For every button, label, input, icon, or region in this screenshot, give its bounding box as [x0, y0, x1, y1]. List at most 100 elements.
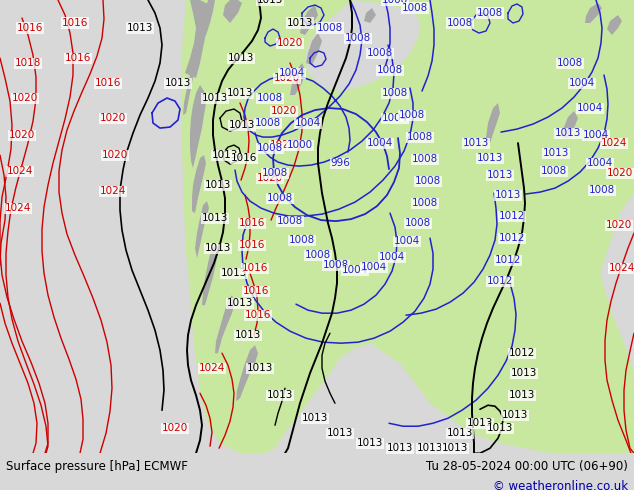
Text: 1020: 1020: [162, 423, 188, 433]
Text: 1024: 1024: [199, 363, 225, 373]
Polygon shape: [562, 111, 578, 138]
Text: 1013: 1013: [202, 93, 228, 103]
Text: 1008: 1008: [407, 132, 433, 142]
Text: 1004: 1004: [361, 262, 387, 272]
Text: 1024: 1024: [609, 263, 634, 273]
Text: 1008: 1008: [402, 3, 428, 13]
Text: 1008: 1008: [257, 93, 283, 103]
Text: 1013: 1013: [447, 428, 473, 438]
Text: 1000: 1000: [287, 140, 313, 150]
Text: 1008: 1008: [262, 168, 288, 178]
Text: 1013: 1013: [302, 413, 328, 423]
Polygon shape: [585, 3, 602, 23]
Text: 1004: 1004: [583, 130, 609, 140]
Text: 1013: 1013: [463, 138, 489, 148]
Polygon shape: [183, 71, 194, 115]
Text: 1004: 1004: [367, 138, 393, 148]
Polygon shape: [236, 345, 258, 401]
Text: 1013: 1013: [487, 423, 513, 433]
Text: 1013: 1013: [477, 153, 503, 163]
Text: 1013: 1013: [442, 443, 468, 453]
Polygon shape: [300, 5, 318, 35]
Text: 1008: 1008: [257, 143, 283, 153]
Text: 1013: 1013: [247, 363, 273, 373]
Text: 1004: 1004: [342, 265, 368, 275]
Text: 1020: 1020: [271, 106, 297, 116]
Text: 1008: 1008: [589, 185, 615, 195]
Polygon shape: [560, 0, 634, 453]
Text: 1013: 1013: [227, 298, 253, 308]
Text: 1008: 1008: [305, 250, 331, 260]
Text: 1020: 1020: [100, 113, 126, 123]
Text: 1008: 1008: [557, 58, 583, 68]
Text: 1008: 1008: [377, 65, 403, 75]
Text: 1008: 1008: [277, 216, 303, 226]
Text: 1020: 1020: [257, 173, 283, 183]
Text: 1013: 1013: [221, 268, 247, 278]
Text: 1016: 1016: [65, 53, 91, 63]
Text: 1004: 1004: [279, 68, 305, 78]
Text: 1008: 1008: [345, 33, 371, 43]
Text: 1004: 1004: [379, 252, 405, 262]
Text: 1008: 1008: [412, 154, 438, 164]
Text: 1013: 1013: [205, 243, 231, 253]
Text: 1013: 1013: [327, 428, 353, 438]
Polygon shape: [192, 155, 206, 213]
Text: 1004: 1004: [382, 113, 408, 123]
Text: 1013: 1013: [235, 330, 261, 340]
Text: 1004: 1004: [577, 103, 603, 113]
Text: 1008: 1008: [255, 118, 281, 128]
Polygon shape: [185, 0, 280, 13]
Text: 1013: 1013: [487, 170, 513, 180]
Text: 1008: 1008: [367, 48, 393, 58]
Text: 1013: 1013: [127, 23, 153, 33]
Polygon shape: [486, 103, 500, 143]
Text: 1020: 1020: [277, 38, 303, 48]
Text: 1024: 1024: [100, 186, 126, 196]
Text: 1013: 1013: [267, 390, 293, 400]
Text: 1012: 1012: [499, 211, 525, 221]
Text: 1016: 1016: [242, 263, 268, 273]
Text: 1013: 1013: [511, 368, 537, 378]
Text: 1013: 1013: [417, 443, 443, 453]
Text: 1020: 1020: [9, 130, 35, 140]
Text: 1013: 1013: [165, 78, 191, 88]
Text: 1008: 1008: [382, 0, 408, 5]
Polygon shape: [190, 85, 206, 168]
Text: 1024: 1024: [601, 138, 627, 148]
Polygon shape: [607, 15, 622, 35]
Text: 1013: 1013: [555, 128, 581, 138]
Polygon shape: [305, 0, 420, 91]
Text: 1016: 1016: [239, 240, 265, 250]
Text: 1020: 1020: [270, 140, 296, 150]
Text: 1013: 1013: [467, 418, 493, 428]
Polygon shape: [195, 0, 215, 41]
Text: 1012: 1012: [487, 276, 513, 286]
Text: 1020: 1020: [607, 168, 633, 178]
Polygon shape: [306, 33, 322, 65]
Text: 1004: 1004: [394, 236, 420, 246]
Text: 1016: 1016: [95, 78, 121, 88]
Text: 1013: 1013: [227, 88, 253, 98]
Text: 1016: 1016: [61, 18, 88, 28]
Text: 1020: 1020: [12, 93, 38, 103]
Text: 1020: 1020: [606, 220, 632, 230]
Polygon shape: [185, 0, 210, 78]
Text: 1008: 1008: [267, 193, 293, 203]
Text: 1012: 1012: [499, 233, 525, 243]
Text: 1013: 1013: [495, 190, 521, 200]
Polygon shape: [0, 0, 182, 453]
Text: 1016: 1016: [243, 286, 269, 296]
Text: 1008: 1008: [541, 166, 567, 176]
Text: 1008: 1008: [477, 8, 503, 18]
Text: 1016: 1016: [245, 310, 271, 320]
Text: 1008: 1008: [447, 18, 473, 28]
Text: 1004: 1004: [587, 158, 613, 168]
Text: 1013: 1013: [202, 213, 228, 223]
Text: 1024: 1024: [5, 203, 31, 213]
Text: 1008: 1008: [289, 235, 315, 245]
Text: 1018: 1018: [15, 58, 41, 68]
Polygon shape: [364, 8, 376, 23]
Text: 1013: 1013: [212, 150, 238, 160]
Polygon shape: [195, 201, 209, 258]
